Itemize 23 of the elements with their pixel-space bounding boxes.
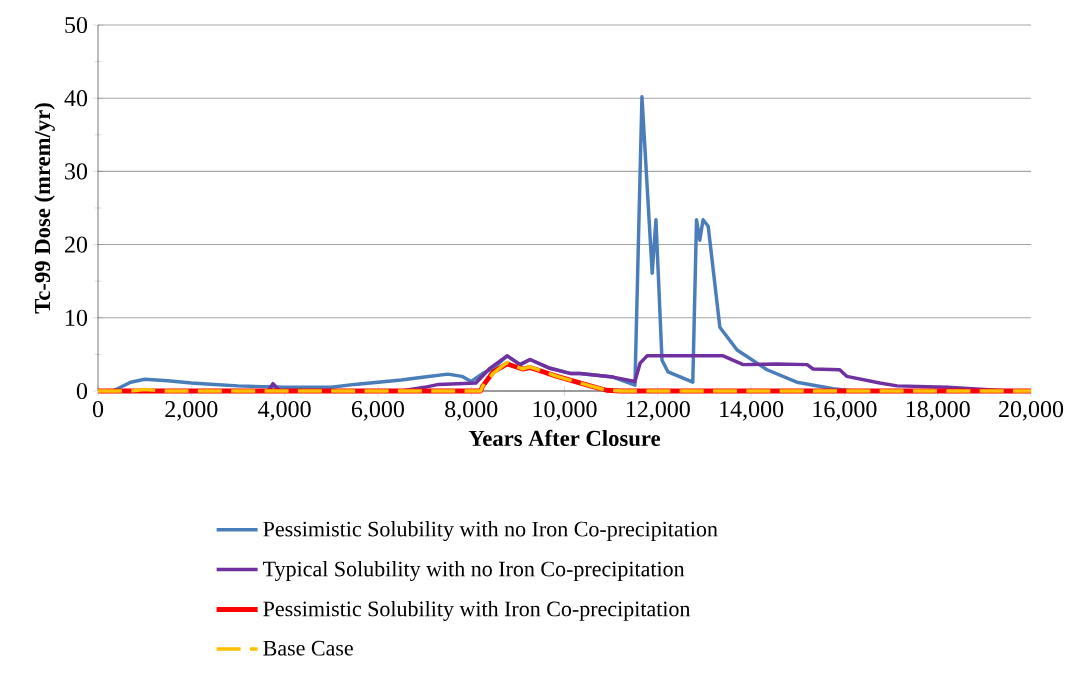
- y-axis-title: Tc-99 Dose (mrem/yr): [34, 103, 55, 314]
- y-tick-label: 20: [65, 236, 88, 253]
- x-tick-label: 18,000: [906, 401, 970, 421]
- x-tick-label: 0: [92, 401, 104, 418]
- x-axis-title: Years After Closure: [468, 429, 661, 447]
- y-tick-label: 0: [76, 382, 88, 400]
- x-tick-label: 2,000: [165, 401, 218, 421]
- x-tick-label: 12,000: [626, 401, 690, 421]
- legend-label: Pessimistic Solubility with Iron Co-precipitation: [263, 600, 691, 621]
- legend-label: Pessimistic Solubility with no Iron Co-precipitation: [263, 521, 718, 542]
- x-tick-label: 10,000: [533, 401, 597, 421]
- legend-label: Base Case: [263, 640, 353, 656]
- y-tick-label: 10: [66, 309, 88, 326]
- x-tick-label: 8,000: [445, 401, 498, 421]
- legend-label: Typical Solubility with no Iron Co-precipitation: [263, 560, 685, 581]
- y-tick-label: 30: [65, 163, 88, 180]
- x-tick-label: 6,000: [351, 401, 404, 421]
- x-tick-label: 4,000: [258, 401, 311, 421]
- y-tick-label: 40: [64, 90, 88, 107]
- x-tick-label: 16,000: [813, 401, 877, 421]
- x-tick-label: 20,000: [999, 401, 1064, 421]
- y-tick-label: 50: [65, 16, 88, 34]
- x-tick-label: 14,000: [720, 401, 784, 421]
